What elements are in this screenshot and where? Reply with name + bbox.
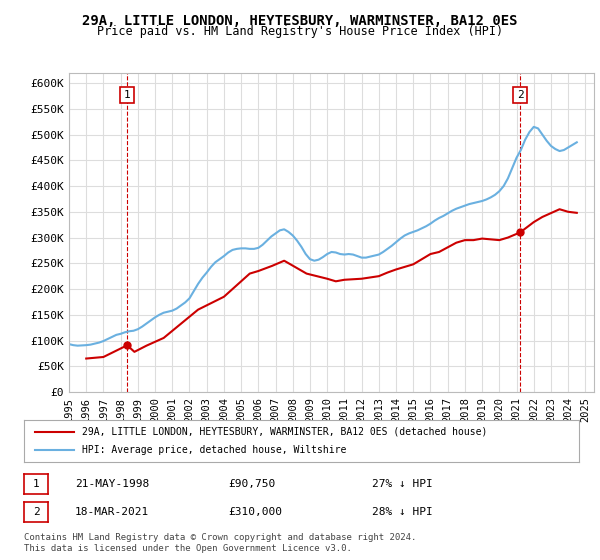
Text: 28% ↓ HPI: 28% ↓ HPI bbox=[372, 507, 433, 517]
Text: HPI: Average price, detached house, Wiltshire: HPI: Average price, detached house, Wilt… bbox=[82, 445, 347, 455]
Text: 21-MAY-1998: 21-MAY-1998 bbox=[75, 479, 149, 489]
Text: Contains HM Land Registry data © Crown copyright and database right 2024.
This d: Contains HM Land Registry data © Crown c… bbox=[24, 533, 416, 553]
Text: Price paid vs. HM Land Registry's House Price Index (HPI): Price paid vs. HM Land Registry's House … bbox=[97, 25, 503, 38]
Text: 1: 1 bbox=[32, 479, 40, 489]
Text: £310,000: £310,000 bbox=[228, 507, 282, 517]
Text: 2: 2 bbox=[32, 507, 40, 517]
Text: 29A, LITTLE LONDON, HEYTESBURY, WARMINSTER, BA12 0ES (detached house): 29A, LITTLE LONDON, HEYTESBURY, WARMINST… bbox=[82, 427, 488, 437]
Text: £90,750: £90,750 bbox=[228, 479, 275, 489]
Text: 27% ↓ HPI: 27% ↓ HPI bbox=[372, 479, 433, 489]
Text: 29A, LITTLE LONDON, HEYTESBURY, WARMINSTER, BA12 0ES: 29A, LITTLE LONDON, HEYTESBURY, WARMINST… bbox=[82, 14, 518, 28]
Text: 2: 2 bbox=[517, 90, 524, 100]
Text: 1: 1 bbox=[124, 90, 131, 100]
Text: 18-MAR-2021: 18-MAR-2021 bbox=[75, 507, 149, 517]
